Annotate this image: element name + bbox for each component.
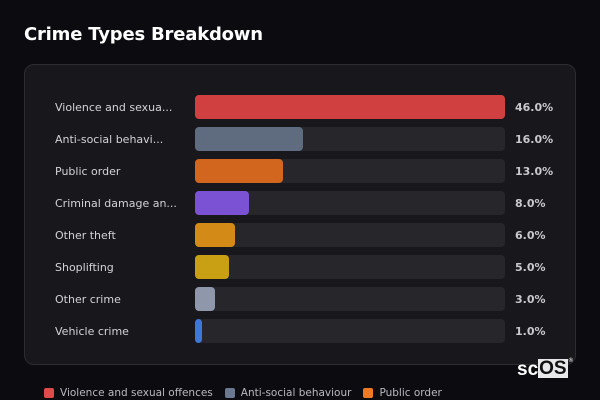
bar-row[interactable]: Other crime 3.0% — [55, 287, 555, 311]
bar-row[interactable]: Public order 13.0% — [55, 159, 555, 183]
bar-fill[interactable] — [195, 287, 215, 311]
bar-value: 13.0% — [515, 164, 554, 178]
bar-track — [195, 223, 505, 247]
bar-fill[interactable] — [195, 127, 303, 151]
bar-row[interactable]: Vehicle crime 1.0% — [55, 319, 555, 343]
bar-fill[interactable] — [195, 223, 235, 247]
bar-track — [195, 127, 505, 151]
bar-label: Shoplifting — [55, 260, 114, 274]
bar-fill[interactable] — [195, 159, 283, 183]
legend-label: Violence and sexual offences — [60, 387, 213, 399]
bar-track — [195, 191, 505, 215]
bar-fill[interactable] — [195, 255, 229, 279]
legend-item-public-order[interactable]: Public order — [363, 387, 442, 399]
legend-swatch-icon — [363, 388, 374, 398]
chart-card: Violence and sexua... 46.0% Anti-social be… — [24, 64, 576, 365]
bar-value: 16.0% — [515, 132, 554, 146]
bar-label: Violence and sexua... — [55, 100, 173, 114]
logo-text-os: OS — [538, 358, 568, 379]
bar-fill[interactable] — [195, 95, 505, 119]
bar-track — [195, 287, 505, 311]
bar-fill[interactable] — [195, 191, 249, 215]
bar-label: Anti-social behavi... — [55, 132, 164, 146]
bar-track — [195, 95, 505, 119]
legend-label: Public order — [379, 387, 442, 399]
bar-value: 5.0% — [515, 260, 546, 274]
bar-value: 3.0% — [515, 292, 546, 306]
bar-row[interactable]: Criminal damage an... 8.0% — [55, 191, 555, 215]
bar-track — [195, 255, 505, 279]
bar-fill[interactable] — [195, 319, 202, 343]
bar-row[interactable]: Shoplifting 5.0% — [55, 255, 555, 279]
legend-item-violence[interactable]: Violence and sexual offences — [44, 387, 213, 399]
bar-label: Other theft — [55, 228, 116, 242]
bar-row[interactable]: Anti-social behavi... 16.0% — [55, 127, 555, 151]
bar-label: Vehicle crime — [55, 324, 129, 338]
bar-row[interactable]: Violence and sexua... 46.0% — [55, 95, 555, 119]
legend-label: Anti-social behaviour — [240, 387, 352, 399]
bar-track — [195, 159, 505, 183]
bar-label: Other crime — [55, 292, 121, 306]
bar-row[interactable]: Other theft 6.0% — [55, 223, 555, 247]
bar-track — [195, 319, 505, 343]
page-title: Crime Types Breakdown — [24, 24, 263, 45]
registered-mark: ® — [568, 358, 574, 364]
bar-label: Criminal damage an... — [55, 196, 177, 210]
legend-swatch-icon — [224, 388, 235, 398]
legend-item-anti-social[interactable]: Anti-social behaviour — [224, 387, 352, 399]
bar-value: 46.0% — [515, 100, 554, 114]
bar-value: 8.0% — [515, 196, 546, 210]
bar-value: 6.0% — [515, 228, 546, 242]
scos-logo: sc OS ® — [517, 358, 574, 381]
legend-swatch-icon — [44, 388, 54, 398]
logo-text-sc: sc — [517, 359, 539, 380]
bar-label: Public order — [55, 164, 121, 178]
chart-legend: Violence and sexual offences Anti-social… — [44, 387, 442, 399]
bar-value: 1.0% — [515, 324, 546, 338]
